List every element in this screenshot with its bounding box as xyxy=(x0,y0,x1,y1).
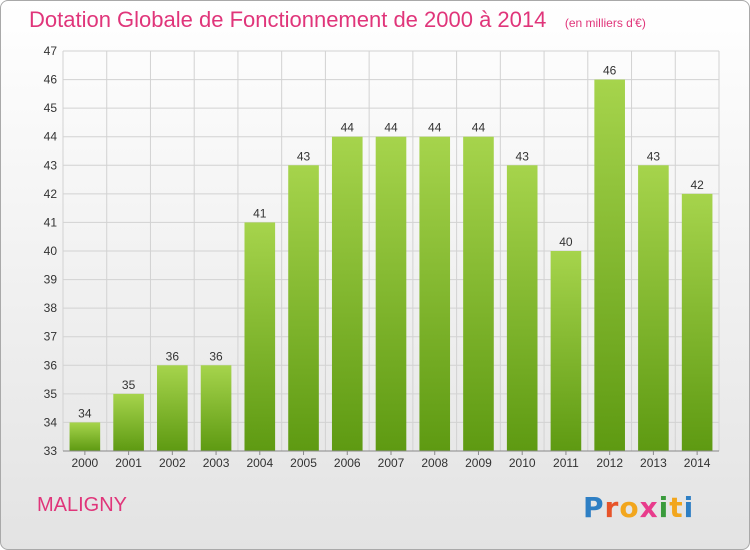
bar xyxy=(463,136,494,451)
y-tick-label: 41 xyxy=(44,215,58,229)
y-tick-label: 40 xyxy=(44,244,58,258)
bar xyxy=(331,136,363,451)
chart-title: Dotation Globale de Fonctionnement de 20… xyxy=(29,7,547,32)
x-tick-label: 2003 xyxy=(203,456,230,470)
data-label: 36 xyxy=(209,349,223,363)
data-label: 36 xyxy=(166,349,180,363)
y-tick-label: 45 xyxy=(44,101,58,115)
data-label: 44 xyxy=(341,121,355,135)
x-tick-label: 2005 xyxy=(290,456,317,470)
data-label: 34 xyxy=(78,406,92,420)
x-tick-label: 2007 xyxy=(378,456,405,470)
bar xyxy=(550,251,582,451)
bar xyxy=(375,136,407,451)
data-label: 35 xyxy=(122,378,136,392)
bar-layer xyxy=(69,79,713,452)
x-tick-label: 2014 xyxy=(684,456,711,470)
logo-letter: i xyxy=(683,491,695,524)
y-tick-label: 43 xyxy=(44,158,58,172)
y-tick-label: 35 xyxy=(44,387,58,401)
data-label: 42 xyxy=(690,178,704,192)
commune-name: MALIGNY xyxy=(37,494,128,516)
data-label: 44 xyxy=(472,121,486,135)
y-tick-label: 47 xyxy=(44,44,58,58)
data-label: 40 xyxy=(559,235,573,249)
bar xyxy=(506,165,538,452)
bar xyxy=(113,393,144,451)
data-label: 41 xyxy=(253,206,267,220)
proxiti-logo: Proxiti xyxy=(583,491,694,524)
y-tick-label: 33 xyxy=(44,444,58,458)
logo-letter: x xyxy=(639,491,659,524)
chart-subtitle: (en milliers d'€) xyxy=(564,16,646,30)
title-row: Dotation Globale de Fonctionnement de 20… xyxy=(29,7,646,33)
x-tick-label: 2002 xyxy=(159,456,186,470)
logo-letter: i xyxy=(658,491,670,524)
y-tick-label: 36 xyxy=(44,358,58,372)
bar xyxy=(681,193,713,451)
bar xyxy=(69,422,101,451)
bar xyxy=(244,222,276,451)
y-tick-label: 38 xyxy=(44,301,58,315)
x-tick-label: 2012 xyxy=(596,456,623,470)
logo-letter: o xyxy=(619,491,640,524)
x-tick-label: 2008 xyxy=(421,456,448,470)
bar xyxy=(638,165,669,452)
y-tick-label: 42 xyxy=(44,187,58,201)
logo-letter: t xyxy=(669,491,684,524)
x-tick-label: 2004 xyxy=(246,456,273,470)
y-tick-label: 34 xyxy=(44,415,58,429)
data-label: 46 xyxy=(603,64,617,78)
logo-letter: r xyxy=(604,491,620,524)
data-label: 43 xyxy=(297,149,311,163)
y-tick-label: 46 xyxy=(44,73,58,87)
y-tick-label: 39 xyxy=(44,273,58,287)
x-tick-label: 2011 xyxy=(553,456,579,470)
logo-letter: P xyxy=(583,491,605,524)
data-label: 43 xyxy=(516,149,530,163)
axis-layer: 33 34 35 36 37 38 39 40 41 42 43 44 45 46 47 34 2000 35 20… xyxy=(44,44,719,470)
bar xyxy=(288,165,319,452)
y-tick-label: 37 xyxy=(44,330,58,344)
bar xyxy=(157,365,188,451)
x-tick-label: 2013 xyxy=(640,456,667,470)
data-label: 44 xyxy=(428,121,442,135)
x-tick-label: 2010 xyxy=(509,456,536,470)
x-tick-label: 2009 xyxy=(465,456,492,470)
x-tick-label: 2006 xyxy=(334,456,361,470)
x-tick-label: 2001 xyxy=(115,456,142,470)
bar xyxy=(200,365,232,451)
bar xyxy=(594,79,625,452)
bar xyxy=(419,136,451,451)
y-tick-label: 44 xyxy=(44,130,58,144)
data-label: 43 xyxy=(647,149,661,163)
data-label: 44 xyxy=(384,121,398,135)
x-tick-label: 2000 xyxy=(72,456,99,470)
